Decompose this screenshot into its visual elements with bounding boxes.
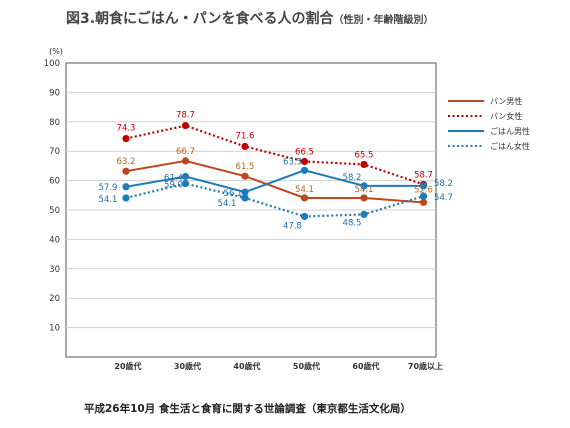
data-label: 54.1 xyxy=(355,185,374,195)
data-point xyxy=(360,160,368,169)
data-label: 58.7 xyxy=(414,170,433,180)
data-label: 54.1 xyxy=(295,185,314,195)
data-label: 47.8 xyxy=(283,221,302,231)
data-label: 65.5 xyxy=(355,150,374,160)
data-label: 78.7 xyxy=(176,111,195,121)
legend-label: ごはん男性 xyxy=(490,126,530,136)
y-axis-label: (%) xyxy=(49,47,63,56)
data-label: 48.5 xyxy=(343,218,362,228)
x-tick-label: 20歳代 xyxy=(114,361,141,371)
x-tick-label: 60歳代 xyxy=(352,361,379,371)
data-label: 58.2 xyxy=(343,173,362,183)
source-note: 平成26年10月 食生活と食育に関する世論調査（東京都生活文化局） xyxy=(84,403,411,415)
data-point xyxy=(419,182,428,190)
y-tick-label: 100 xyxy=(44,59,60,69)
data-label: 54.7 xyxy=(434,193,453,203)
series-line xyxy=(125,159,424,204)
x-tick-label: 40歳代 xyxy=(233,361,260,371)
legend-label: ごはん女性 xyxy=(490,141,530,151)
data-label: 56.1 xyxy=(224,189,243,199)
y-tick-label: 40 xyxy=(49,235,60,245)
x-tick-label: 30歳代 xyxy=(174,361,201,371)
data-point xyxy=(241,188,249,196)
chart-title-main: 図3.朝食にごはん・パンを食べる人の割合 xyxy=(66,11,334,27)
data-point xyxy=(181,172,190,181)
data-point xyxy=(300,166,309,174)
chart-title-sub: （性別・年齢階級別） xyxy=(333,15,434,26)
series-line xyxy=(125,182,424,218)
data-label: 74.3 xyxy=(117,124,136,134)
data-label: 58.2 xyxy=(434,179,453,189)
data-point xyxy=(241,194,249,202)
data-point xyxy=(419,192,428,200)
y-tick-label: 50 xyxy=(49,206,60,216)
data-point xyxy=(181,157,190,165)
data-label: 63.2 xyxy=(117,157,136,167)
data-point xyxy=(300,157,309,166)
series-line xyxy=(125,124,424,186)
data-point xyxy=(360,210,368,219)
y-tick-label: 20 xyxy=(49,294,60,304)
data-point xyxy=(300,194,309,202)
data-point xyxy=(181,122,190,130)
data-point xyxy=(360,182,368,190)
y-tick-label: 90 xyxy=(49,88,60,98)
data-label: 52.6 xyxy=(414,185,433,195)
data-point xyxy=(122,183,130,191)
series-line xyxy=(125,169,424,194)
data-point xyxy=(241,142,249,151)
data-label: 61.5 xyxy=(236,162,255,172)
data-point xyxy=(360,194,368,202)
data-label: 57.9 xyxy=(99,183,118,193)
x-tick-label: 50歳代 xyxy=(293,361,320,371)
data-label: 54.1 xyxy=(99,195,118,205)
data-label: 63.5 xyxy=(283,157,302,167)
data-label: 71.6 xyxy=(236,131,255,141)
legend-label: パン男性 xyxy=(490,96,522,106)
data-point xyxy=(241,172,249,180)
y-tick-label: 70 xyxy=(49,147,60,157)
data-label: 61.4 xyxy=(164,173,183,183)
y-tick-label: 10 xyxy=(49,324,60,334)
data-point xyxy=(122,194,130,202)
data-label: 66.7 xyxy=(176,147,195,157)
data-point xyxy=(419,198,428,206)
y-tick-label: 80 xyxy=(49,118,60,128)
legend-label: パン女性 xyxy=(490,111,522,121)
y-tick-label: 60 xyxy=(49,177,60,187)
x-tick-label: 70歳以上 xyxy=(408,361,443,371)
data-label: 54.1 xyxy=(218,199,237,209)
data-point xyxy=(181,179,190,188)
y-tick-label: 30 xyxy=(49,265,60,275)
data-point xyxy=(300,212,309,221)
data-label: 66.5 xyxy=(295,147,314,157)
chart-title: 図3.朝食にごはん・パンを食べる人の割合（性別・年齢階級別） xyxy=(66,8,433,28)
data-point xyxy=(122,167,130,175)
data-label: 59.0 xyxy=(164,181,183,191)
data-point xyxy=(122,134,130,143)
